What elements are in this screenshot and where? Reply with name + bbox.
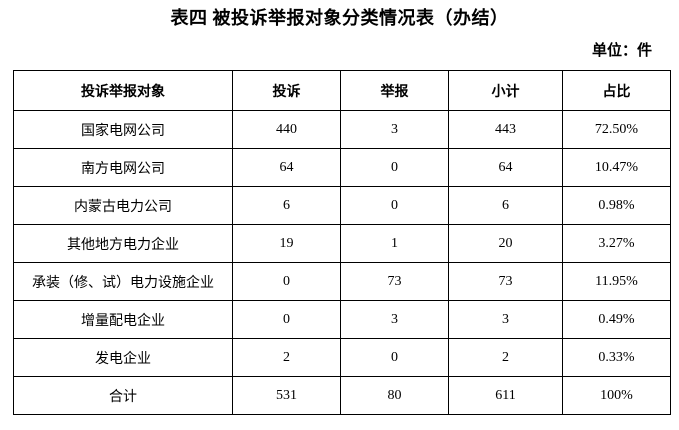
- share-cell: 11.95%: [562, 262, 671, 301]
- share-cell: 100%: [562, 376, 671, 415]
- reports-cell: 73: [340, 262, 449, 301]
- subject-cell: 承装（修、试）电力设施企业: [13, 262, 233, 301]
- reports-cell: 0: [340, 148, 449, 187]
- share-cell: 0.49%: [562, 300, 671, 339]
- complaints-cell: 2: [232, 338, 341, 377]
- complaints-cell: 64: [232, 148, 341, 187]
- subtotal-cell: 443: [448, 110, 563, 149]
- subject-cell: 发电企业: [13, 338, 233, 377]
- header-cell-subject: 投诉举报对象: [13, 70, 233, 111]
- table-header: 投诉举报对象 投诉 举报 小计 占比: [13, 70, 671, 111]
- complaints-cell: 0: [232, 300, 341, 339]
- header-cell-subtotal: 小计: [448, 70, 563, 111]
- reports-cell: 0: [340, 186, 449, 225]
- complaints-cell: 531: [232, 376, 341, 415]
- complaints-cell: 6: [232, 186, 341, 225]
- reports-cell: 3: [340, 300, 449, 339]
- subtotal-cell: 6: [448, 186, 563, 225]
- subject-cell: 合计: [13, 376, 233, 415]
- reports-cell: 1: [340, 224, 449, 263]
- subtotal-cell: 20: [448, 224, 563, 263]
- subtotal-cell: 73: [448, 262, 563, 301]
- table-row: 内蒙古电力公司 6 0 6 0.98%: [13, 186, 671, 225]
- subject-cell: 其他地方电力企业: [13, 224, 233, 263]
- share-cell: 10.47%: [562, 148, 671, 187]
- share-cell: 3.27%: [562, 224, 671, 263]
- reports-cell: 0: [340, 338, 449, 377]
- header-cell-share: 占比: [562, 70, 671, 111]
- table-title: 表四 被投诉举报对象分类情况表（办结）: [170, 8, 509, 28]
- table-body: 国家电网公司 440 3 443 72.50% 南方电网公司 64 0 64 1…: [13, 110, 671, 415]
- subtotal-cell: 611: [448, 376, 563, 415]
- subject-cell: 内蒙古电力公司: [13, 186, 233, 225]
- share-cell: 72.50%: [562, 110, 671, 149]
- header-row: 投诉举报对象 投诉 举报 小计 占比: [13, 70, 671, 111]
- table-row: 增量配电企业 0 3 3 0.49%: [13, 300, 671, 339]
- complaints-cell: 440: [232, 110, 341, 149]
- subject-cell: 增量配电企业: [13, 300, 233, 339]
- table-row: 发电企业 2 0 2 0.33%: [13, 338, 671, 377]
- subtotal-cell: 64: [448, 148, 563, 187]
- subject-cell: 国家电网公司: [13, 110, 233, 149]
- subject-cell: 南方电网公司: [13, 148, 233, 187]
- complaints-cell: 0: [232, 262, 341, 301]
- subtotal-cell: 3: [448, 300, 563, 339]
- header-cell-complaints: 投诉: [232, 70, 341, 111]
- subtotal-cell: 2: [448, 338, 563, 377]
- unit-label: 单位：件: [591, 43, 652, 59]
- table-row: 其他地方电力企业 19 1 20 3.27%: [13, 224, 671, 263]
- table-row: 南方电网公司 64 0 64 10.47%: [13, 148, 671, 187]
- complaints-cell: 19: [232, 224, 341, 263]
- complaint-report-table: 投诉举报对象 投诉 举报 小计 占比 国家电网公司 440 3 443 72.5…: [13, 70, 671, 415]
- reports-cell: 80: [340, 376, 449, 415]
- table-row: 国家电网公司 440 3 443 72.50%: [13, 110, 671, 149]
- header-cell-reports: 举报: [340, 70, 449, 111]
- reports-cell: 3: [340, 110, 449, 149]
- share-cell: 0.33%: [562, 338, 671, 377]
- table-row: 承装（修、试）电力设施企业 0 73 73 11.95%: [13, 262, 671, 301]
- table-row-total: 合计 531 80 611 100%: [13, 376, 671, 415]
- share-cell: 0.98%: [562, 186, 671, 225]
